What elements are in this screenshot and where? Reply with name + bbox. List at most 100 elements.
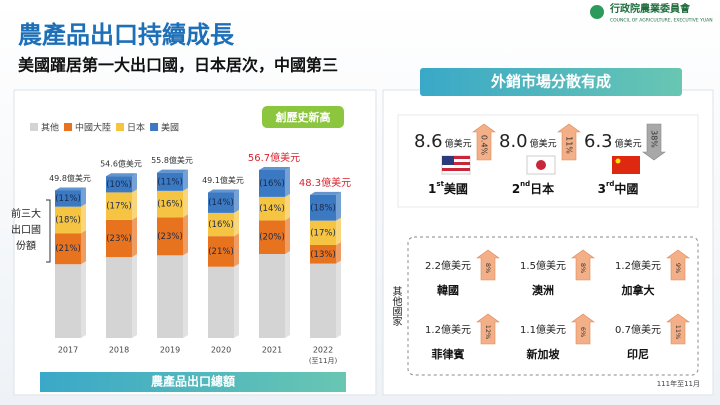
bar-side: [81, 261, 86, 338]
x-tick-label: 2018: [109, 346, 129, 355]
bar-side: [336, 241, 341, 264]
change-label: 12%: [484, 325, 492, 339]
other-value: 1.1億美元: [520, 323, 566, 336]
bar-segment: [208, 236, 234, 267]
other-value: 1.5億美元: [520, 259, 566, 272]
bar-side: [183, 214, 188, 256]
title: 農產品出口持續成長: [18, 21, 235, 49]
bar-segment: [310, 220, 336, 245]
markets-title-banner: [420, 68, 682, 96]
bar-segment: [208, 266, 234, 338]
bar-segment: [157, 172, 183, 191]
org-name-en: COUNCIL OF AGRICULTURE, EXECUTIVE YUAN: [610, 18, 713, 24]
other-name: 韓國: [437, 283, 459, 297]
segment-label: (21%): [208, 247, 234, 257]
total-label: 56.7億美元: [248, 151, 300, 164]
subtitle: 美國躍居第一大出口國，日本居次，中國第三: [18, 56, 338, 75]
side-label: 出口國: [11, 223, 41, 236]
bar-segment: [208, 192, 234, 213]
change-arrow: [472, 123, 496, 161]
bar-top: [310, 191, 341, 195]
bar-side: [336, 191, 341, 221]
total-label: 54.6億美元: [100, 159, 142, 169]
chart-title: 農產品出口總額: [151, 374, 235, 389]
other-name: 加拿大: [621, 283, 655, 297]
change-label: 6%: [579, 327, 587, 337]
change-arrow: [571, 313, 595, 345]
legend-swatch: [150, 123, 159, 131]
flag-us: [441, 155, 471, 175]
change-arrow: [666, 249, 690, 281]
segment-label: (18%): [310, 203, 336, 213]
segment-label: (10%): [106, 180, 132, 190]
other-value: 1.2億美元: [425, 323, 471, 336]
change-arrow: [476, 249, 500, 281]
bar-top: [55, 187, 86, 191]
change-arrow: [642, 123, 666, 161]
segment-label: (14%): [259, 204, 285, 214]
market-unit: 億美元: [615, 138, 642, 150]
segment-label: (23%): [106, 234, 132, 244]
bar-side: [81, 187, 86, 207]
other-value: 1.2億美元: [615, 259, 661, 272]
other-name: 印尼: [627, 348, 649, 361]
segment-label: (16%): [157, 200, 183, 210]
x-tick-label: 2017: [58, 346, 78, 355]
segment-label: (17%): [106, 202, 132, 212]
market-name: 中國: [614, 181, 638, 196]
side-bracket: [46, 199, 51, 263]
rank: 1: [428, 182, 436, 196]
logo-icon: [590, 5, 604, 19]
legend-label: 美國: [161, 122, 179, 134]
bar-segment: [259, 170, 285, 197]
side-label: 前三大: [11, 207, 41, 220]
rank: 3: [598, 182, 606, 196]
change-arrow: [666, 313, 690, 345]
bar-side: [132, 254, 137, 338]
other-name: 菲律賓: [432, 347, 465, 361]
bar-side: [234, 233, 239, 267]
x-tick-label: 2020: [211, 346, 231, 355]
bar-side: [132, 189, 137, 220]
rank: 2: [512, 182, 520, 196]
segment-label: (16%): [259, 179, 285, 189]
bar-segment: [157, 255, 183, 338]
market-name: 美國: [444, 181, 468, 196]
bar-segment: [157, 217, 183, 256]
change-label: 8%: [579, 263, 587, 273]
badge-text: 創歷史新高: [275, 110, 331, 124]
segment-label: (21%): [55, 244, 81, 254]
bar-side: [81, 230, 86, 265]
bar-side: [234, 189, 239, 213]
change-label: 38%: [650, 130, 659, 148]
org-name: 行政院農業委員會: [609, 2, 691, 15]
market-rank-name: 1st美國: [428, 180, 468, 196]
bar-top: [157, 169, 188, 173]
total-label: 48.3億美元: [299, 176, 351, 189]
bar-segment: [55, 233, 81, 265]
legend-label: 中國大陸: [75, 122, 111, 134]
bar-side: [132, 216, 137, 258]
change-arrow: [571, 249, 595, 281]
x-tick-note: (至11月): [309, 357, 338, 365]
bar-side: [183, 169, 188, 191]
market-name: 日本: [530, 181, 554, 196]
bar-segment: [259, 220, 285, 254]
bar-segment: [55, 264, 81, 338]
x-tick-label: 2022: [313, 346, 333, 355]
bar-segment: [310, 194, 336, 221]
other-value: 2.2億美元: [425, 259, 471, 272]
legend-swatch: [116, 123, 125, 131]
bar-segment: [259, 196, 285, 221]
segment-label: (17%): [310, 228, 336, 238]
bar-side: [132, 173, 137, 193]
bar-side: [285, 167, 290, 197]
bar-side: [285, 193, 290, 221]
total-label: 49.1億美元: [202, 175, 244, 185]
bar-side: [183, 187, 188, 218]
legend-swatch: [64, 123, 73, 131]
chart-title-banner: [40, 372, 346, 392]
bar-segment: [106, 176, 132, 193]
bar-segment: [106, 219, 132, 258]
bar-top: [259, 167, 290, 170]
